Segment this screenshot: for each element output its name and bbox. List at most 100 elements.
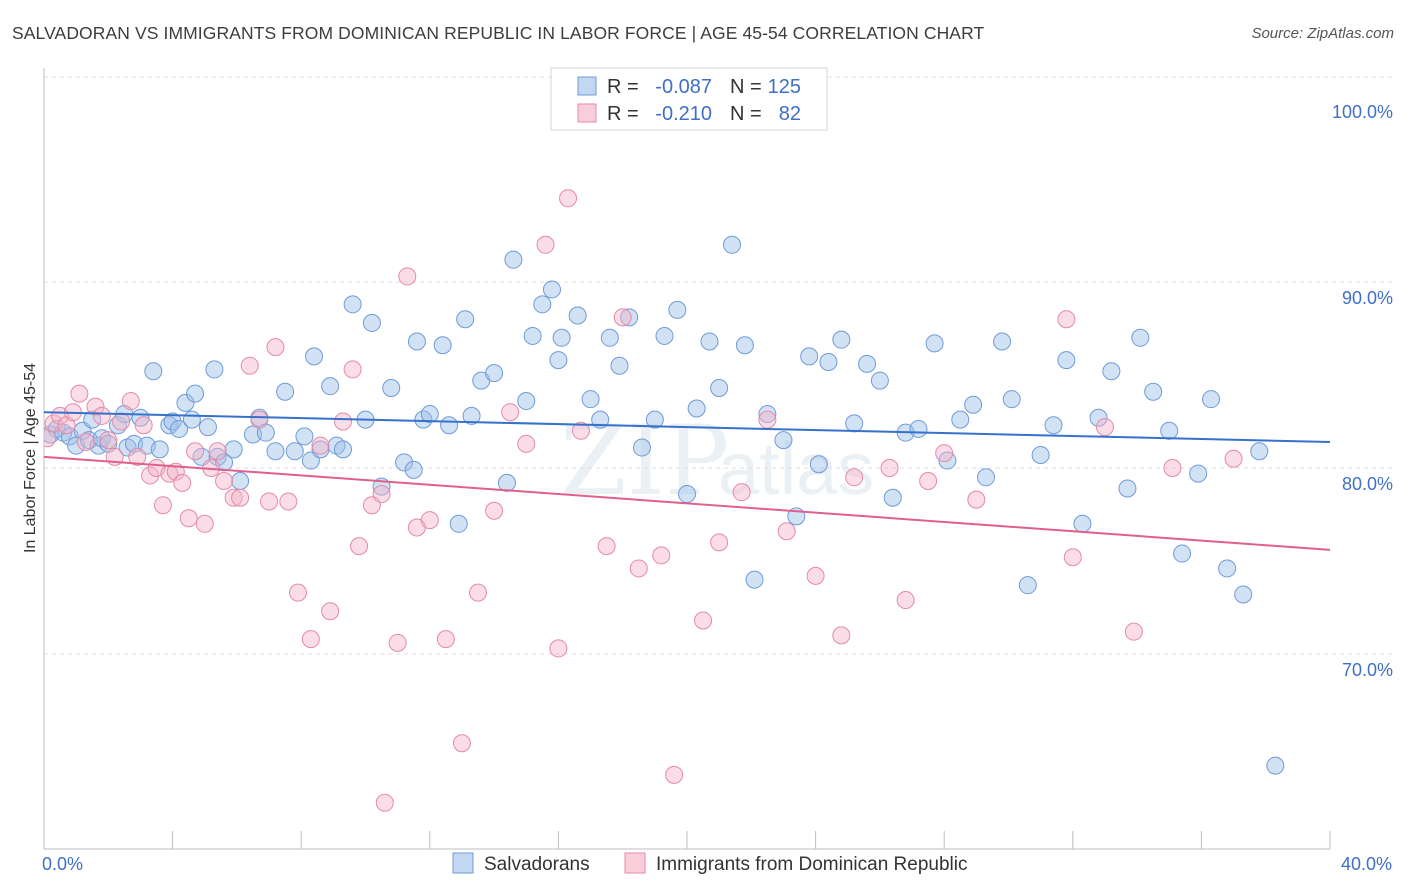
point-salvadorans: [523, 326, 542, 345]
point-dominican: [880, 459, 899, 477]
point-dominican: [231, 488, 250, 507]
point-dominican: [112, 412, 131, 431]
point-dominican: [732, 483, 751, 502]
y-tick-label: 70.0%: [1342, 660, 1393, 680]
point-salvadorans: [170, 419, 189, 438]
point-dominican: [832, 626, 851, 645]
point-salvadorans: [497, 473, 516, 492]
point-salvadorans: [321, 377, 340, 396]
point-dominican: [215, 472, 234, 491]
point-dominican: [452, 734, 471, 753]
point-dominican: [250, 410, 269, 429]
point-salvadorans: [976, 468, 995, 487]
point-salvadorans: [176, 393, 195, 412]
point-dominican: [436, 630, 455, 649]
point-salvadorans: [186, 384, 205, 403]
point-dominican: [372, 485, 391, 504]
watermark: ZIP atlas: [560, 405, 874, 517]
bottom-legend-swatch-salvadorans: [452, 852, 474, 874]
point-salvadorans: [745, 570, 764, 589]
point-salvadorans: [552, 328, 571, 347]
point-salvadorans: [700, 332, 719, 351]
point-dominican: [288, 583, 307, 602]
point-salvadorans: [182, 410, 201, 429]
point-salvadorans: [343, 295, 362, 314]
point-salvadorans: [645, 410, 664, 429]
point-dominican: [301, 630, 320, 649]
point-dominican: [935, 444, 954, 463]
point-dominican: [333, 412, 352, 431]
point-dominican: [173, 473, 192, 492]
point-dominican: [76, 432, 95, 451]
point-salvadorans: [1144, 382, 1163, 401]
point-dominican: [260, 492, 279, 511]
point-dominican: [1057, 310, 1076, 329]
point-dominican: [694, 611, 713, 630]
y-tick-label: 90.0%: [1342, 288, 1393, 308]
point-dominican: [311, 436, 330, 455]
point-salvadorans: [610, 356, 629, 375]
point-salvadorans: [433, 336, 452, 355]
point-salvadorans: [925, 334, 944, 353]
point-salvadorans: [462, 406, 481, 425]
point-salvadorans: [632, 438, 651, 457]
point-salvadorans: [456, 310, 475, 329]
point-salvadorans: [883, 488, 902, 507]
point-dominican: [710, 533, 729, 552]
point-dominican: [758, 410, 777, 429]
point-dominican: [469, 583, 488, 602]
x-tick-label-min: 0.0%: [42, 854, 83, 874]
point-salvadorans: [305, 347, 324, 366]
point-dominican: [70, 384, 89, 403]
point-dominican: [343, 360, 362, 379]
point-salvadorans: [99, 434, 118, 453]
point-salvadorans: [710, 379, 729, 398]
point-dominican: [501, 403, 520, 422]
point-salvadorans: [687, 399, 706, 418]
point-dominican: [350, 537, 369, 556]
point-salvadorans: [964, 395, 983, 414]
stats-legend-box: [550, 67, 828, 131]
point-dominican: [629, 559, 648, 578]
point-salvadorans: [404, 460, 423, 479]
point-dominican: [613, 308, 632, 327]
point-dominican: [195, 514, 214, 533]
point-dominican: [398, 267, 417, 286]
point-salvadorans: [678, 485, 696, 504]
point-salvadorans: [1102, 362, 1121, 381]
point-dominican: [224, 488, 243, 507]
point-salvadorans: [800, 347, 819, 366]
point-salvadorans: [735, 336, 754, 355]
point-salvadorans: [163, 412, 182, 431]
bottom-legend-label-dominican: Immigrants from Dominican Republic: [656, 854, 968, 875]
trend-line-dominican: [43, 455, 1331, 551]
point-salvadorans: [1031, 445, 1050, 464]
point-salvadorans: [1234, 585, 1253, 604]
point-dominican: [420, 511, 439, 530]
point-salvadorans: [1131, 328, 1150, 347]
point-salvadorans: [205, 360, 224, 379]
point-dominican: [652, 546, 671, 565]
point-dominican: [571, 421, 590, 440]
point-salvadorans: [1002, 390, 1021, 409]
legend-r-label-2: R =: [607, 103, 639, 125]
point-dominican: [375, 793, 394, 812]
bottom-legend-swatch-dominican: [624, 852, 646, 874]
point-salvadorans: [362, 313, 381, 332]
point-dominican: [777, 522, 796, 541]
point-salvadorans: [224, 440, 243, 459]
point-dominican: [1063, 548, 1082, 567]
point-salvadorans: [758, 405, 777, 424]
point-dominican: [388, 633, 407, 652]
point-salvadorans: [1189, 464, 1208, 483]
point-salvadorans: [1173, 544, 1192, 563]
point-dominican: [1124, 622, 1143, 641]
point-salvadorans: [909, 419, 928, 438]
point-dominican: [806, 566, 825, 585]
point-dominican: [597, 537, 616, 556]
legend-swatch-dominican: [577, 103, 597, 123]
point-dominican: [485, 501, 504, 520]
point-dominican: [559, 189, 578, 208]
point-dominican: [967, 490, 986, 509]
